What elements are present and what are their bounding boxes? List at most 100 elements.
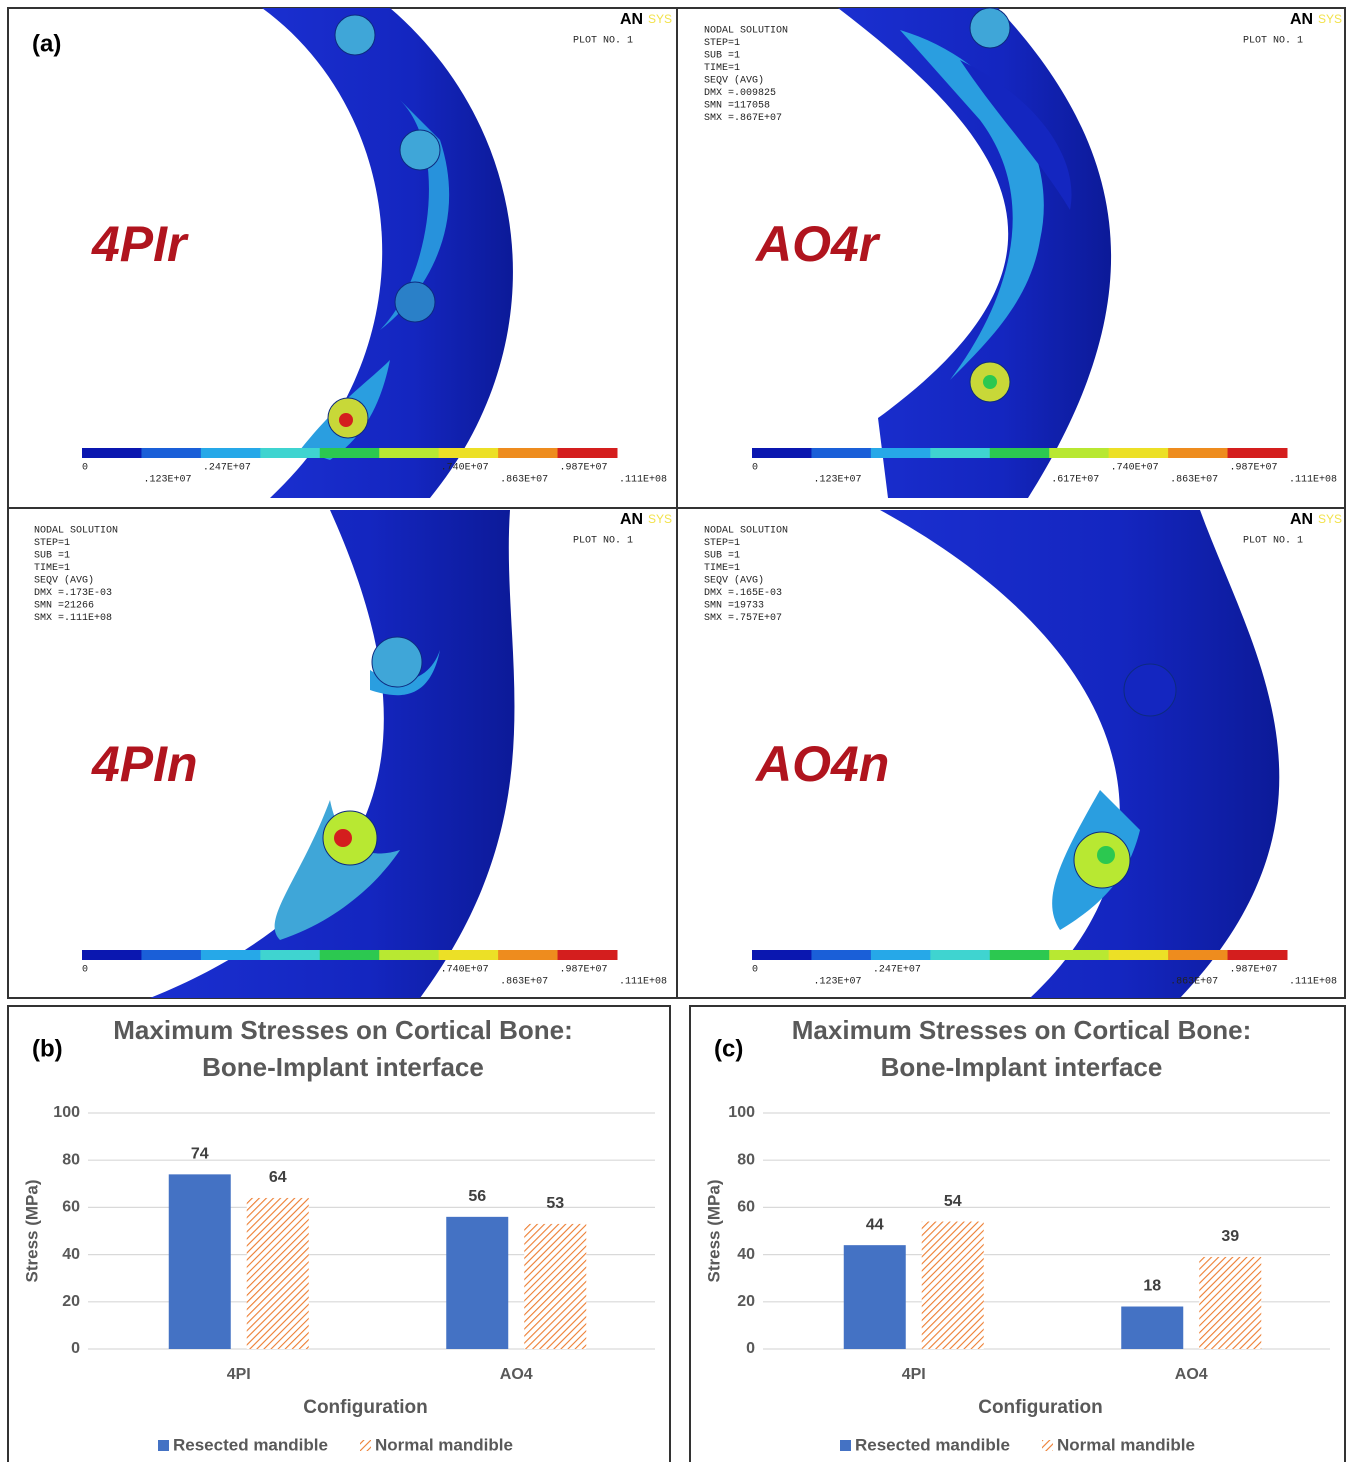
chart-title: Maximum Stresses on Cortical Bone: [113,1015,572,1045]
y-tick-label: 20 [737,1293,755,1310]
colorbar-label: .247E+07 [203,463,251,474]
x-tick-label: AO4 [500,1366,533,1383]
solution-info: SUB =1 [704,51,740,62]
colorbar-segment [320,950,380,960]
logo: AN [620,11,643,28]
y-axis-label: Stress (MPa) [22,1180,41,1283]
model-label: 4PIr [91,216,189,272]
colorbar-segment [930,448,990,458]
colorbar-label: .111E+08 [1289,977,1337,988]
logo: AN [1290,511,1313,528]
solution-info: SEQV (AVG) [704,75,764,87]
colorbar-segment [201,950,261,960]
y-tick-label: 0 [71,1340,80,1357]
colorbar-label: .740E+07 [441,965,489,976]
colorbar-segment [498,448,558,458]
figure: (a) AN SYS PLOT NO. 1 4PIr 0 .123E+07 .247E+07… [0,0,1351,1462]
colorbar-segment [439,950,499,960]
x-axis-label: Configuration [978,1397,1103,1418]
colorbar-segment [141,950,201,960]
colorbar-segment [1049,448,1109,458]
solution-info: TIME=1 [704,63,740,74]
value-label: 56 [468,1188,486,1205]
colorbar-segment [82,448,142,458]
legend-label: Resected mandible [855,1435,1010,1454]
colorbar-segment [439,448,499,458]
colorbar-segment [558,448,618,458]
model-label: AO4n [754,736,889,792]
colorbar-label: .123E+07 [143,475,191,486]
x-axis-label: Configuration [303,1397,428,1418]
colorbar-segment [1168,448,1228,458]
solution-info: SMX =.111E+08 [34,613,112,624]
colorbar-label: 0 [752,965,758,976]
chart-title: Maximum Stresses on Cortical Bone: [792,1015,1251,1045]
colorbar-segment [752,448,812,458]
colorbar-label: .111E+08 [1289,475,1337,486]
solution-info: SEQV (AVG) [34,575,94,587]
solution-info: NODAL SOLUTION [34,526,118,537]
colorbar-label: .740E+07 [441,463,489,474]
page: {"figure_a": {"panel_label": "(a)", "col… [0,0,1351,1462]
y-tick-label: 80 [737,1151,755,1168]
colorbar-segment [320,448,380,458]
colorbar-segment [558,950,618,960]
value-label: 74 [191,1146,209,1163]
colorbar-label: 0 [752,463,758,474]
y-tick-label: 60 [737,1199,755,1216]
colorbar-label: .123E+07 [813,977,861,988]
colorbar-segment [260,448,320,458]
value-label: 18 [1143,1278,1161,1295]
logo: AN [1290,11,1313,28]
value-label: 44 [866,1216,884,1233]
colorbar-label: .863E+07 [1170,977,1218,988]
colorbar-segment [990,950,1050,960]
colorbar-label: .863E+07 [500,475,548,486]
panel-label: (a) [32,30,61,57]
colorbar-label: .987E+07 [1230,463,1278,474]
bar [844,1245,906,1349]
y-tick-label: 60 [62,1199,80,1216]
bar [169,1174,231,1349]
value-label: 39 [1221,1228,1239,1245]
chart-title: Bone-Implant interface [202,1052,484,1082]
plot-number: PLOT NO. 1 [573,36,633,47]
y-tick-label: 100 [53,1104,80,1121]
colorbar-label: .111E+08 [619,977,667,988]
colorbar-segment [1109,448,1169,458]
logo: SYS [1318,12,1342,26]
y-axis-label: Stress (MPa) [704,1180,723,1283]
colorbar-segment [752,950,812,960]
solution-info: SMX =.757E+07 [704,613,782,624]
colorbar-segment [1168,950,1228,960]
colorbar-label: .987E+07 [1230,965,1278,976]
y-tick-label: 100 [728,1104,755,1121]
colorbar-segment [930,950,990,960]
colorbar-segment [871,950,931,960]
chart-title: Bone-Implant interface [881,1052,1163,1082]
panel-label: (c) [714,1035,743,1062]
plot-number: PLOT NO. 1 [1243,36,1303,47]
value-label: 54 [944,1193,962,1210]
colorbar-label: .863E+07 [500,977,548,988]
solution-info: TIME=1 [34,563,70,574]
logo: SYS [1318,512,1342,526]
value-label: 64 [269,1169,287,1186]
bar [247,1198,309,1349]
colorbar-label: .617E+07 [1051,475,1099,486]
bar [446,1217,508,1349]
solution-info: DMX =.165E-03 [704,588,782,599]
solution-info: SUB =1 [34,551,70,562]
legend-swatch [360,1440,371,1451]
y-tick-label: 40 [62,1246,80,1263]
legend-label: Normal mandible [1057,1435,1195,1454]
colorbar-label: .247E+07 [873,965,921,976]
legend-label: Normal mandible [375,1435,513,1454]
colorbar-label: .863E+07 [1170,475,1218,486]
x-tick-label: 4PI [227,1366,251,1383]
bar [922,1222,984,1349]
x-tick-label: 4PI [902,1366,926,1383]
colorbar-segment [811,448,871,458]
solution-info: STEP=1 [704,38,740,49]
colorbar-segment [498,950,558,960]
